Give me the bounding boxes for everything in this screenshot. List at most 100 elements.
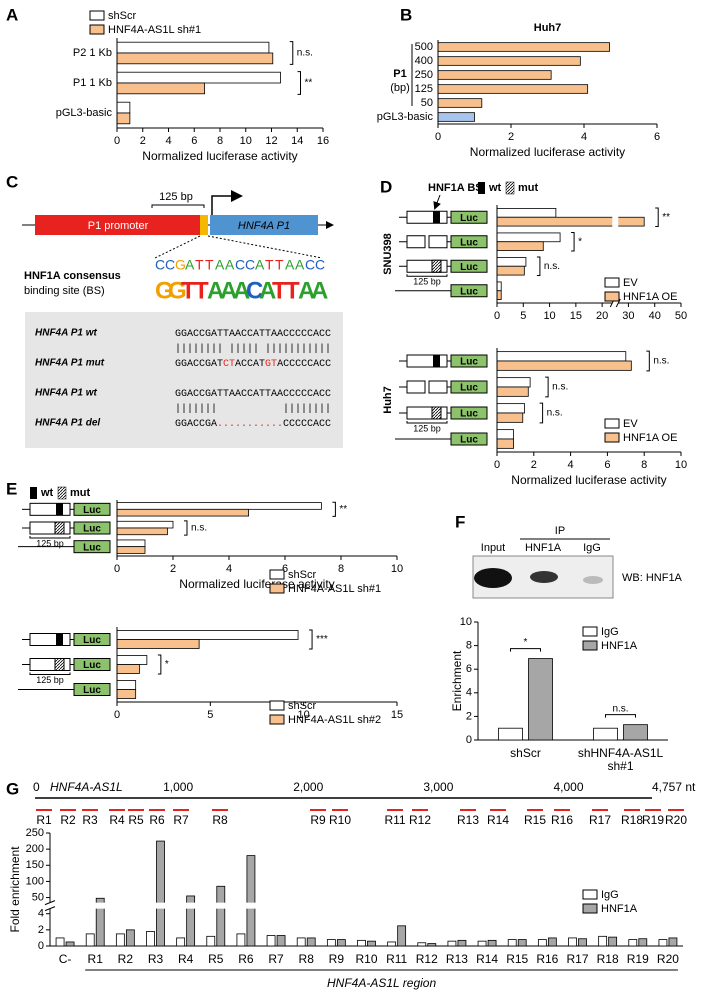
sig-bracket (655, 207, 659, 228)
legend-label: shScr (288, 700, 316, 712)
bar (496, 232, 561, 243)
bar (85, 933, 95, 947)
sig-label: n.s. (612, 703, 628, 714)
legend-label: EV (623, 277, 638, 289)
mut-label: mut (70, 487, 91, 499)
luc-box (450, 235, 488, 249)
x-tick-label: R5 (208, 952, 224, 966)
bar (125, 929, 135, 947)
bs-arrow (433, 194, 441, 210)
x-tick-label: R18 (597, 952, 619, 966)
bar (496, 208, 557, 218)
row-label: HNF4A P1 wt (35, 328, 98, 339)
x-tick-label: 8 (641, 459, 647, 471)
x-tick-label: R7 (268, 952, 284, 966)
x-tick-label: R12 (416, 952, 438, 966)
y-axis-label: Fold enrichment (8, 846, 22, 933)
sig-bracket (536, 256, 541, 277)
bar (496, 386, 529, 397)
band (530, 571, 558, 583)
bar (206, 935, 216, 947)
bs-element (431, 259, 442, 273)
promoter-box (29, 502, 71, 516)
bar (236, 933, 246, 947)
y-tick-label: 250 (415, 69, 433, 81)
bar (276, 935, 286, 947)
x-tick-label: 4 (226, 563, 232, 575)
scale-label: 125 bp (413, 423, 441, 433)
region-label: R15 (524, 813, 546, 827)
bar (623, 724, 648, 741)
axis-break-mark (615, 298, 621, 308)
group-label: P1 (393, 68, 406, 80)
legend-label: IgG (601, 889, 619, 901)
sequence-part: ACCAT (235, 359, 265, 370)
bar (95, 897, 105, 947)
y-tick-label: 400 (415, 55, 433, 67)
x-tick-label: 14 (291, 135, 303, 147)
luc-box (73, 521, 111, 535)
x-tick-label: 6 (191, 135, 197, 147)
legend-swatch (604, 291, 620, 302)
scale-label: 125 bp (36, 675, 64, 685)
legend-label: HNF1A OE (623, 291, 677, 303)
sequence: GGACCGA...........CCCCCACC (175, 419, 331, 430)
sig-label: * (165, 659, 169, 670)
bar (116, 664, 140, 674)
x-tick-label: shHNF4A-AS1L (578, 746, 664, 760)
x-tick-label: R11 (386, 952, 407, 966)
consensus-letter: A (185, 257, 195, 273)
sequence-part: ........... (217, 419, 283, 430)
bar (517, 939, 527, 947)
map-tick-label: 2,000 (293, 780, 323, 794)
map-tick-label: 0 (33, 780, 40, 794)
x-tick-label: 4 (581, 131, 587, 143)
region-label: R20 (665, 813, 687, 827)
sig-label: ** (305, 78, 313, 89)
bar (116, 520, 174, 529)
logo-letter: A (233, 277, 250, 304)
consensus-letter: C (245, 257, 255, 273)
legend-swatch (604, 432, 620, 443)
y-axis-label: Enrichment (450, 650, 464, 711)
promoter-box (428, 235, 448, 249)
x-tick-label: 2 (170, 563, 176, 575)
bar (638, 938, 648, 947)
region-label: R6 (149, 813, 165, 827)
sig-bracket (297, 71, 302, 95)
x-axis-label: Normalized luciferase activity (142, 149, 297, 163)
sequence-part: GGACCGATTAACCATTAACCCCCACC (175, 389, 331, 400)
sig-label: n.s. (653, 356, 669, 367)
bar (496, 241, 544, 251)
region-label: R3 (82, 813, 98, 827)
x-tick-label: 0 (114, 563, 120, 575)
bar (116, 527, 168, 536)
bar (176, 937, 186, 947)
x-tick-label: R13 (446, 952, 468, 966)
x-tick-label: R8 (299, 952, 315, 966)
sequence-part: GGACCGAT (175, 359, 223, 370)
bar (668, 937, 678, 947)
gene-label: HNF4A P1 (238, 220, 290, 232)
x-tick-label: 30 (622, 310, 634, 322)
luc-label: Luc (460, 409, 478, 420)
y-tick-label: 8 (466, 640, 472, 652)
x-tick-label: 40 (649, 310, 661, 322)
region-label: R16 (551, 813, 573, 827)
x-tick-label: 15 (570, 310, 582, 322)
y-tick-label: pGL3-basic (377, 111, 434, 123)
legend-swatch (89, 24, 105, 35)
bar (507, 939, 517, 947)
x-tick-label: 0 (494, 459, 500, 471)
legend-label: HNF4A-AS1L sh#2 (288, 714, 381, 726)
bs-box (200, 215, 208, 235)
bp-label: 125 bp (159, 191, 193, 203)
bs-label: HNF1A BS (428, 182, 483, 194)
bs-element (56, 633, 63, 646)
legend-swatch (582, 640, 598, 651)
x-tick-label: R17 (566, 952, 588, 966)
bar (447, 940, 457, 947)
legend-label: HNF4A-AS1L sh#1 (108, 24, 201, 36)
bar (116, 71, 281, 84)
